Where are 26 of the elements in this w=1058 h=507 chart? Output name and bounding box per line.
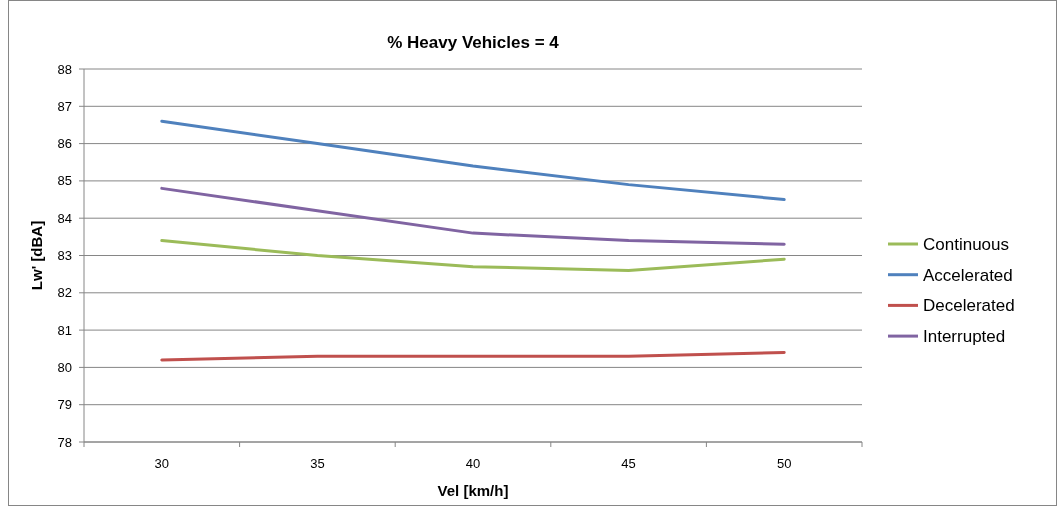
x-tick-label: 50 [776,456,792,471]
y-tick-label: 80 [57,359,72,375]
y-tick-label: 88 [57,61,72,77]
chart-title: % Heavy Vehicles = 4 [387,33,560,52]
y-tick-label: 78 [57,434,72,450]
legend-label: Interrupted [923,327,1006,347]
y-tick-label: 87 [57,98,72,114]
line-series [160,186,786,246]
y-axis-title: Lw' [dBA] [28,220,45,291]
legend-label: Accelerated [923,265,1013,285]
y-tick-label: 85 [57,173,72,189]
x-tick-label: 35 [310,456,325,471]
x-tick-label: 40 [465,456,481,471]
x-tick-label: 30 [154,456,170,471]
y-tick-label: 86 [57,136,72,152]
y-tick-label: 83 [57,248,72,264]
line-series [160,119,786,202]
y-tick-label: 81 [57,322,72,338]
x-axis-title: Vel [km/h] [437,482,509,499]
legend-label: Continuous [923,234,1010,254]
y-tick-label: 82 [57,285,72,301]
y-tick-label: 84 [57,210,72,226]
legend-label: Decelerated [923,296,1015,316]
line-series [160,239,786,272]
y-tick-label: 79 [57,397,72,413]
x-tick-label: 45 [621,456,636,471]
